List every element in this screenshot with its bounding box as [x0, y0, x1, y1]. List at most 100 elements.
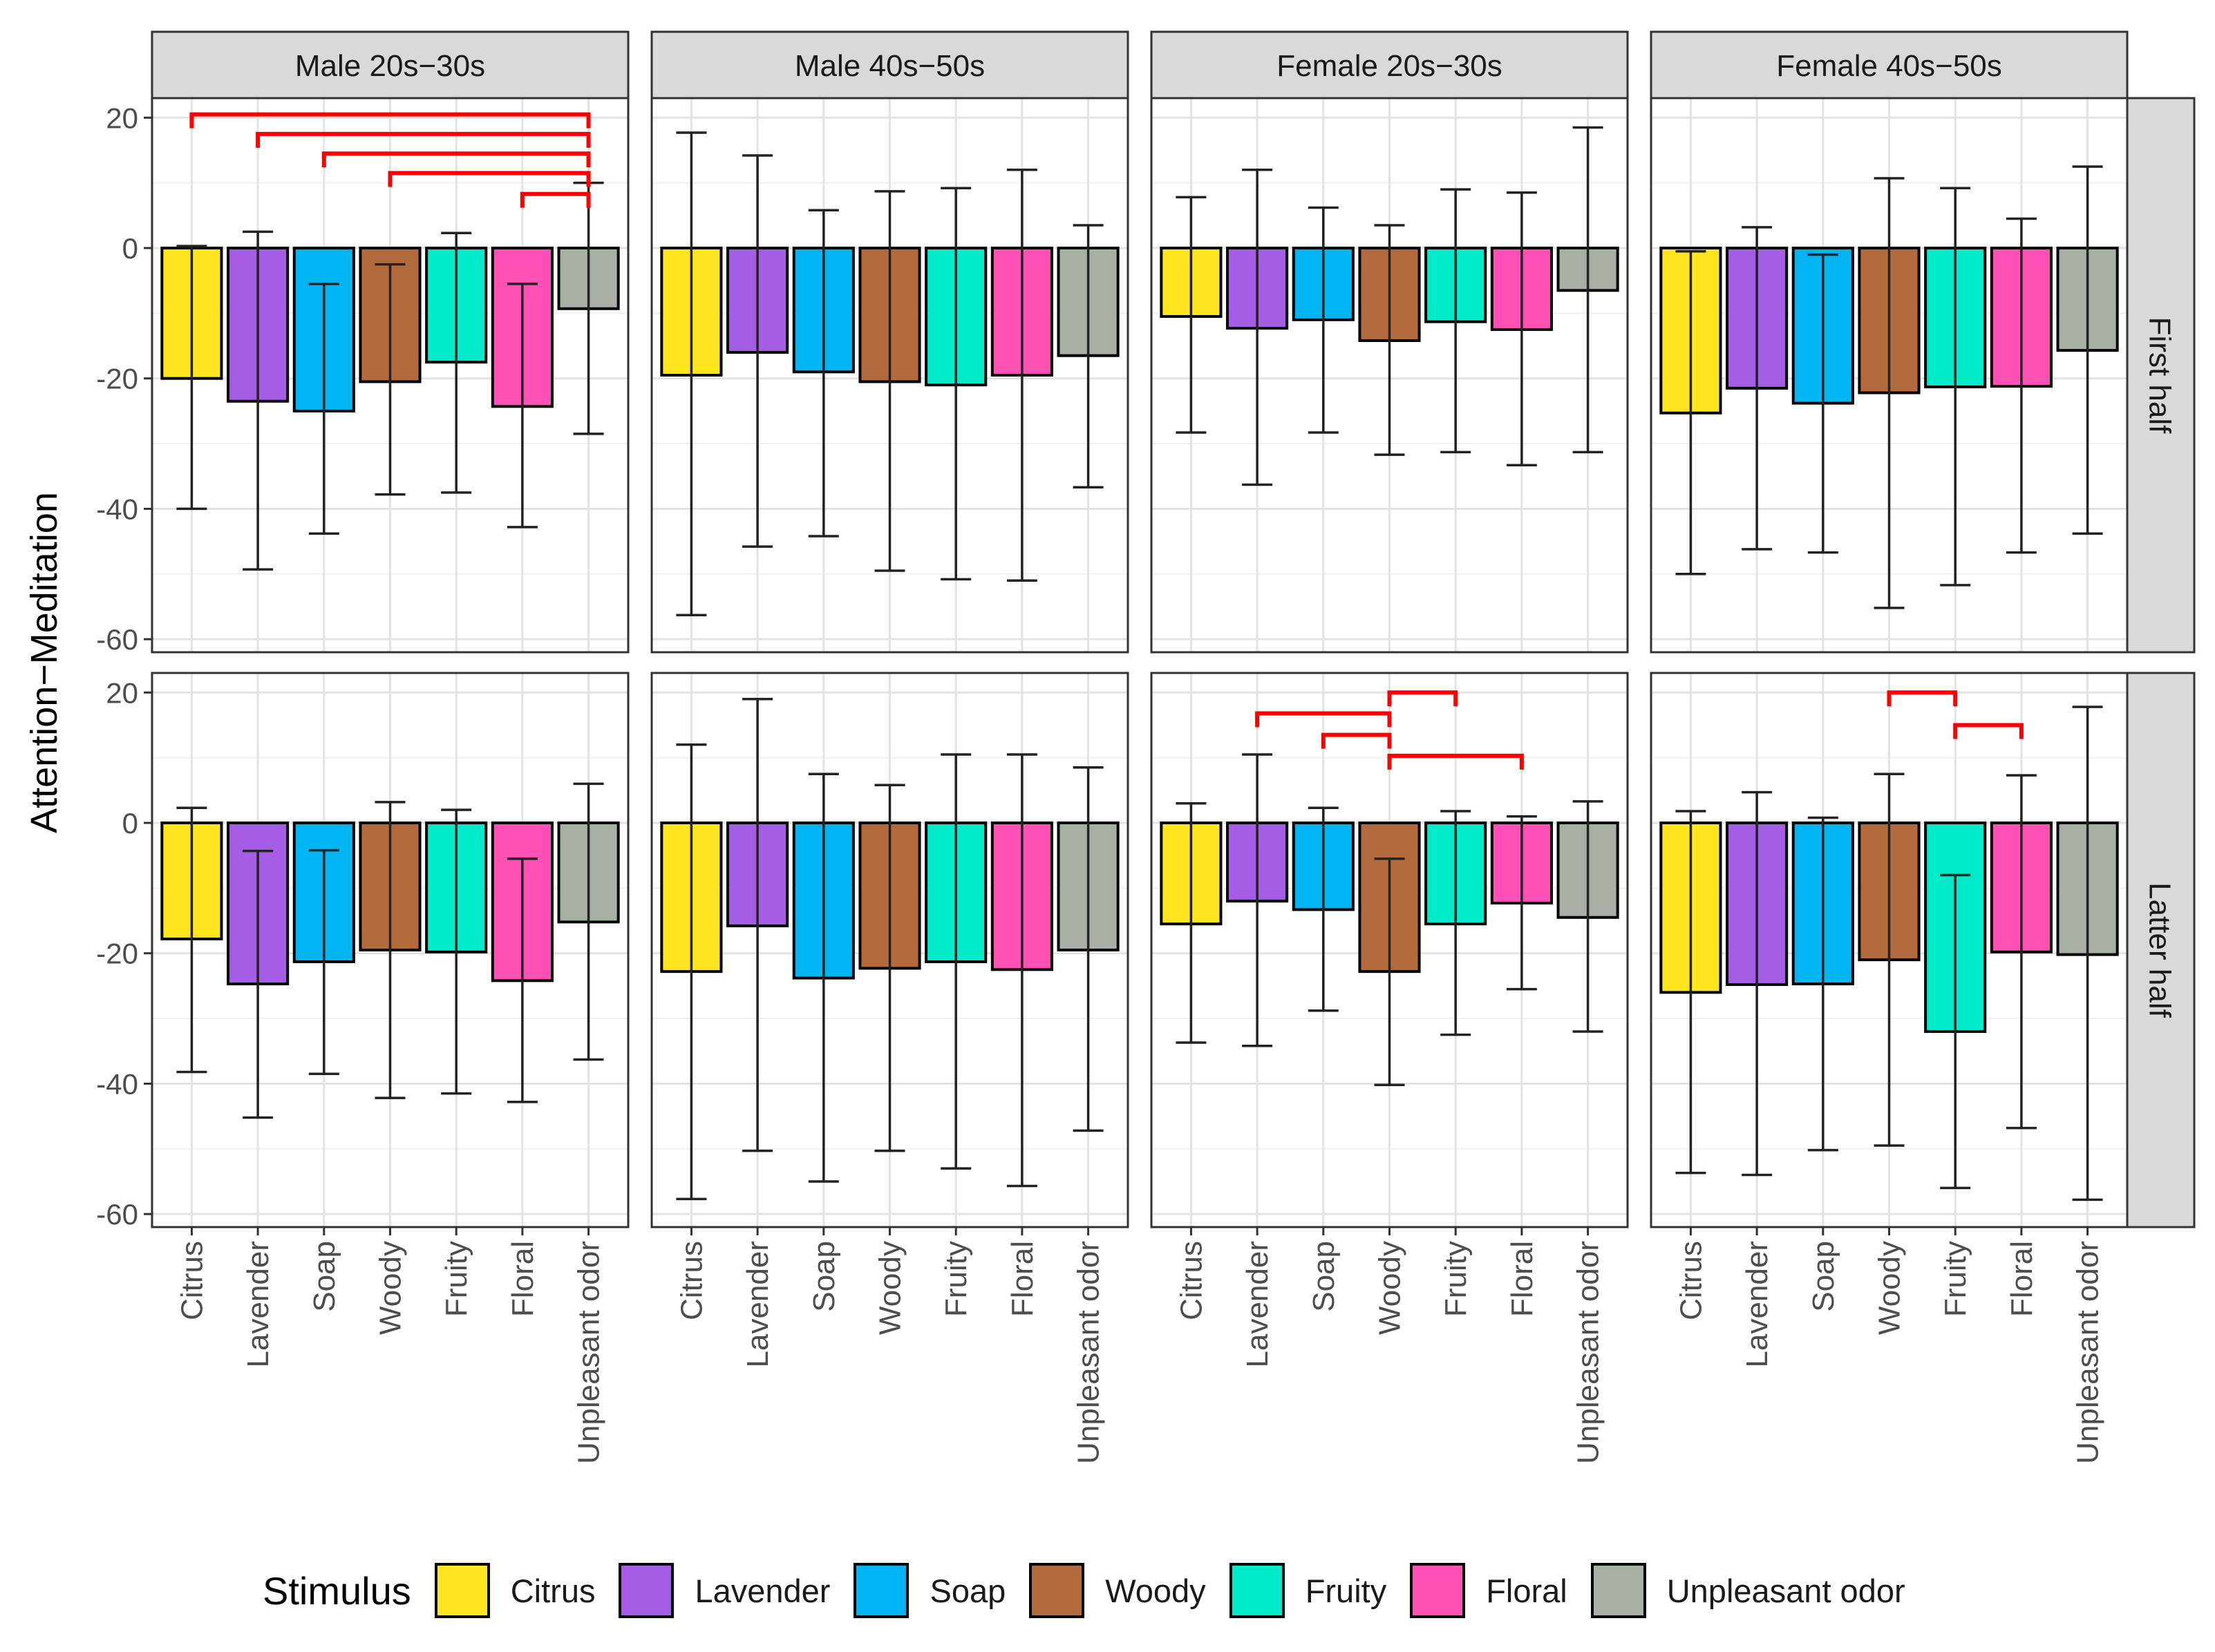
y-tick-label: -60 — [96, 1198, 138, 1231]
x-tick-label: Unpleasant odor — [1072, 1241, 1106, 1464]
facet-strip-first-half — [2126, 97, 2196, 654]
legend-item-floral: Floral — [1410, 1563, 1567, 1618]
x-tick-label: Fruity — [1939, 1241, 1972, 1317]
facet-strip-male-20s-30s — [151, 30, 630, 99]
x-tick-label: Floral — [2005, 1241, 2039, 1317]
significance-bracket — [1387, 753, 1524, 770]
error-bar-fruity — [941, 753, 972, 1170]
panel-female-40s-50s-first-half — [1650, 97, 2129, 654]
x-tick-label: Unpleasant odor — [572, 1241, 606, 1464]
x-tick-label: Soap — [1307, 1241, 1341, 1312]
error-bar-floral — [507, 283, 538, 529]
x-tick-label: Citrus — [1674, 1241, 1708, 1320]
error-bar-lavender — [1742, 790, 1773, 1177]
error-bar-fruity — [1940, 187, 1971, 587]
legend-label-unpleasant-odor: Unpleasant odor — [1666, 1572, 1905, 1609]
error-bar-floral — [1506, 815, 1537, 991]
legend-swatch-fruity — [1229, 1563, 1285, 1618]
error-bar-woody — [1874, 177, 1905, 609]
legend-swatch-soap — [854, 1563, 909, 1618]
error-bar-lavender — [742, 154, 773, 548]
x-tick-label: Lavender — [1740, 1241, 1774, 1367]
x-tick-label: Floral — [506, 1241, 540, 1317]
y-axis-title: Attention−Meditation — [23, 492, 65, 833]
error-bar-fruity — [1440, 810, 1471, 1036]
x-tick-label: Lavender — [241, 1241, 275, 1367]
x-tick-label: Citrus — [1174, 1241, 1208, 1320]
legend-swatch-unpleasant-odor — [1590, 1563, 1646, 1618]
x-tick-label: Unpleasant odor — [1572, 1241, 1605, 1464]
error-bar-unpleasant-odor — [1572, 126, 1603, 454]
x-tick-label: Woody — [1873, 1241, 1907, 1335]
panel-male-40s-50s-latter-half — [650, 672, 1129, 1228]
error-bar-woody — [1374, 857, 1405, 1087]
x-tick-label: Fruity — [1439, 1241, 1473, 1317]
panel-border — [1150, 97, 1629, 654]
legend-swatch-floral — [1410, 1563, 1466, 1618]
significance-bracket — [1255, 711, 1392, 728]
x-tick-label: Woody — [374, 1241, 408, 1335]
legend-swatch-woody — [1029, 1563, 1085, 1618]
error-bar-fruity — [1440, 188, 1471, 454]
legend-item-lavender: Lavender — [619, 1563, 830, 1618]
x-tick-label: Citrus — [675, 1241, 708, 1320]
error-bar-soap — [1308, 806, 1339, 1012]
significance-bracket — [520, 191, 591, 208]
legend-item-soap: Soap — [854, 1563, 1006, 1618]
legend: Stimulus Citrus Lavender Soap Woody Frui… — [263, 1556, 1929, 1625]
legend-item-fruity: Fruity — [1229, 1563, 1386, 1618]
panel-border — [151, 97, 630, 654]
error-bar-soap — [808, 772, 839, 1183]
facet-strip-label: Female 20s−30s — [1276, 49, 1502, 83]
significance-bracket — [1321, 732, 1392, 749]
error-bar-citrus — [176, 245, 207, 511]
error-bar-unpleasant-odor — [573, 782, 604, 1061]
legend-swatch-citrus — [434, 1563, 490, 1618]
error-bar-woody — [375, 263, 406, 496]
facet-strip-label: Male 20s−30s — [295, 49, 485, 83]
error-bar-lavender — [243, 849, 274, 1119]
error-bar-woody — [874, 190, 905, 572]
facet-strip-label: Male 40s−50s — [795, 49, 985, 83]
x-tick-label: Lavender — [1241, 1241, 1274, 1367]
x-tick-label: Soap — [1807, 1241, 1840, 1312]
legend-label-woody: Woody — [1105, 1572, 1206, 1609]
x-tick-label: Soap — [807, 1241, 841, 1312]
error-bar-citrus — [1176, 196, 1207, 434]
error-bar-citrus — [676, 131, 707, 616]
panel-male-20s-30s-latter-half — [151, 672, 630, 1228]
y-tick-label: -40 — [96, 1067, 138, 1100]
facet-strip-label: Female 40s−50s — [1776, 49, 2002, 83]
y-tick-label: -60 — [96, 623, 138, 656]
legend-label-soap: Soap — [930, 1572, 1006, 1609]
error-bar-citrus — [176, 806, 207, 1074]
panel-female-20s-30s-first-half — [1150, 97, 1629, 654]
legend-label-citrus: Citrus — [510, 1572, 596, 1609]
panel-border — [1650, 97, 2129, 654]
significance-bracket — [189, 112, 591, 129]
legend-item-unpleasant-odor: Unpleasant odor — [1590, 1563, 1905, 1618]
y-tick-label: 20 — [106, 102, 138, 134]
panel-female-20s-30s-latter-half — [1150, 672, 1629, 1228]
error-bar-fruity — [941, 187, 972, 581]
error-bar-woody — [1874, 772, 1905, 1147]
facet-strip-label: First half — [2143, 317, 2177, 434]
error-bar-unpleasant-odor — [1073, 766, 1104, 1132]
significance-bracket — [1953, 723, 2024, 739]
error-bar-unpleasant-odor — [1572, 800, 1603, 1033]
x-tick-label: Woody — [1373, 1241, 1407, 1335]
x-tick-label: Fruity — [939, 1241, 973, 1317]
error-bar-fruity — [441, 808, 472, 1095]
error-bar-lavender — [1242, 753, 1273, 1047]
significance-bracket — [1387, 690, 1458, 707]
facet-strip-male-40s-50s — [650, 30, 1129, 99]
significance-bracket — [388, 171, 591, 187]
error-bar-floral — [1006, 169, 1037, 582]
significance-bracket — [1887, 690, 1958, 707]
error-bar-citrus — [1675, 810, 1706, 1175]
x-tick-label: Woody — [874, 1241, 907, 1335]
error-bar-soap — [308, 283, 339, 535]
x-tick-label: Soap — [308, 1241, 341, 1312]
facet-strip-label: Latter half — [2143, 882, 2177, 1018]
